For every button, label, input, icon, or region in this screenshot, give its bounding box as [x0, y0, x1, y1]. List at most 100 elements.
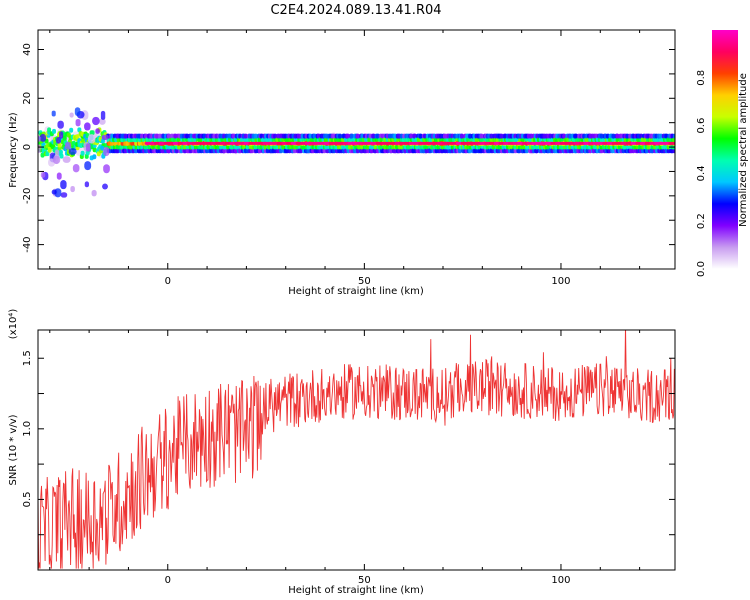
- spectrogram-cell: [110, 140, 115, 146]
- x-tick-label: 0: [165, 575, 171, 586]
- y-tick-label: -20: [22, 188, 33, 204]
- spectrogram-cell: [64, 141, 72, 150]
- x-tick-label: 0: [165, 276, 171, 287]
- y-tick-label: 0.5: [22, 491, 33, 507]
- spectrogram-cell: [68, 148, 77, 155]
- spectrogram-cell: [103, 164, 110, 174]
- spectrogram-cell: [59, 131, 64, 139]
- spectrogram-y-axis-label: Frequency (Hz): [8, 112, 19, 188]
- snr-multiplier-label: (x10⁴): [8, 309, 19, 340]
- spectrogram-cell: [257, 148, 262, 154]
- spectrogram-cell: [51, 189, 57, 195]
- spectrogram-cell: [233, 148, 238, 154]
- spectrogram-cell: [459, 133, 464, 139]
- spectrogram-cell: [440, 144, 445, 150]
- spectrogram-cell: [85, 143, 91, 152]
- spectrogram-cell: [62, 135, 67, 141]
- spectrogram-cell: [243, 133, 248, 139]
- spectrogram-cell: [615, 133, 620, 139]
- spectrogram-cell: [167, 148, 172, 154]
- colorbar-tick-label: 0.2: [696, 213, 707, 229]
- spectrogram-cell: [385, 148, 390, 154]
- spectrogram-cell: [166, 133, 171, 139]
- spectrogram-cell: [479, 133, 484, 139]
- spectrogram-cell: [92, 154, 97, 160]
- spectrogram-cell: [220, 137, 225, 143]
- spectrogram-cell: [534, 148, 539, 154]
- spectrogram-cell: [166, 144, 171, 150]
- y-tick-label: 1.5: [22, 350, 33, 366]
- snr-x-tick-labels: 0 50 100: [165, 575, 571, 586]
- spectrogram-cell: [84, 181, 90, 188]
- spectrogram-cell: [611, 133, 616, 139]
- spectrogram-cell: [253, 133, 258, 139]
- spectrogram-cell: [75, 118, 81, 127]
- spectrogram-cell: [57, 142, 62, 148]
- snr-series-line: [38, 330, 675, 569]
- spectrogram-cell: [656, 137, 661, 143]
- spectrogram-cell: [599, 137, 604, 143]
- figure-title: C2E4.2024.089.13.41.R04: [270, 3, 441, 18]
- spectrogram-cell: [54, 188, 62, 198]
- colorbar-tick-label: 0.0: [696, 261, 707, 277]
- spectrogram-cell: [369, 148, 374, 154]
- spectrogram-cell: [418, 133, 423, 139]
- spectrogram-cell: [477, 144, 482, 150]
- spectrogram-cell: [62, 156, 71, 163]
- spectrogram-cell: [60, 192, 68, 198]
- spectrogram-cell: [226, 144, 231, 150]
- spectrogram-cell: [412, 133, 417, 139]
- spectrogram-x-axis-label: Height of straight line (km): [288, 286, 424, 297]
- spectrogram-cell: [98, 118, 106, 125]
- spectrogram-cell: [47, 147, 52, 153]
- spectrogram-cell: [56, 136, 61, 144]
- colorbar-tick-label: 0.6: [696, 118, 707, 134]
- spectrogram-cell: [251, 137, 256, 143]
- spectrogram-cell: [69, 112, 74, 118]
- colorbar: 0.0 0.2 0.4 0.6 0.8 Normalized spectral ampl…: [696, 30, 749, 277]
- spectrogram-marks: [38, 107, 675, 198]
- spectrogram-cell: [38, 135, 41, 143]
- spectrogram-cell: [664, 133, 669, 139]
- y-tick-label: 40: [22, 43, 33, 56]
- spectrogram-cell: [100, 110, 106, 120]
- spectrogram-cell: [345, 133, 350, 139]
- snr-ticks: [38, 330, 675, 570]
- spectrogram-x-tick-labels: 0 50 100: [165, 276, 571, 287]
- snr-frame: [37, 329, 676, 571]
- spectrogram-cell: [525, 144, 530, 150]
- spectrogram-cell: [52, 128, 57, 134]
- x-tick-label: 100: [551, 276, 570, 287]
- spectrogram-cell: [151, 144, 156, 150]
- x-tick-label: 50: [358, 575, 371, 586]
- y-tick-label: 20: [22, 92, 33, 105]
- spectrogram-cell: [639, 133, 644, 139]
- spectrogram-cell: [322, 148, 327, 154]
- spectrogram-cell: [644, 148, 649, 154]
- spectrogram-cell: [45, 151, 50, 157]
- spectrogram-cell: [149, 137, 154, 143]
- spectrogram-cell: [56, 172, 62, 180]
- spectrogram-cell: [58, 149, 63, 155]
- spectrogram-cell: [355, 133, 360, 139]
- spectrogram-cell: [222, 148, 227, 154]
- snr-panel: 0 50 100 0.5 1.0 1.5 Height of straight line…: [8, 309, 676, 596]
- spectrogram-cell: [273, 133, 278, 139]
- spectrogram-cell: [143, 144, 148, 150]
- colorbar-tick-label: 0.4: [696, 165, 707, 181]
- x-tick-label: 50: [358, 276, 371, 287]
- spectrogram-cell: [87, 134, 96, 144]
- spectrogram-cell: [103, 146, 110, 157]
- spectrogram-cell: [84, 161, 92, 171]
- spectrogram-cell: [51, 110, 56, 117]
- spectrogram-cell: [338, 133, 343, 139]
- spectrogram-cell: [84, 122, 91, 131]
- spectrogram-ticks: [38, 30, 675, 269]
- spectrogram-cell: [39, 133, 47, 142]
- spectrogram-cell: [312, 133, 317, 139]
- spectrogram-cell: [185, 133, 190, 139]
- spectrogram-cell: [615, 137, 620, 143]
- spectrogram-cell: [611, 137, 616, 143]
- spectrogram-cell: [70, 185, 75, 193]
